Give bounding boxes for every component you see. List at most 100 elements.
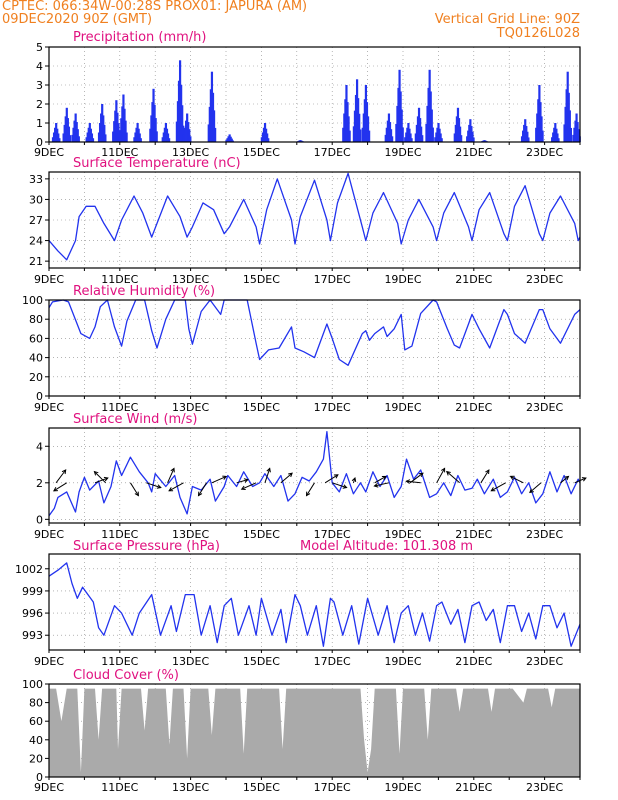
wind-arrow-shaft bbox=[264, 468, 271, 483]
precipitation-bar bbox=[117, 123, 120, 142]
cloud-title: Cloud Cover (%) bbox=[73, 668, 179, 683]
wind-arrow-shaft bbox=[510, 475, 524, 484]
humidity-xtick-label: 19DEC bbox=[384, 401, 421, 414]
precipitation-bar bbox=[557, 138, 560, 142]
precipitation-bar bbox=[58, 138, 61, 142]
humidity-ytick-label: 80 bbox=[29, 313, 43, 326]
precipitation-bar bbox=[471, 131, 474, 142]
precipitation-bar bbox=[472, 137, 475, 142]
humidity-ytick-label: 0 bbox=[36, 390, 43, 403]
wind-xtick-label: 17DEC bbox=[314, 528, 351, 541]
precipitation-xtick-label: 21DEC bbox=[455, 146, 492, 159]
precipitation-xtick-label: 15DEC bbox=[243, 146, 280, 159]
wind-xtick-label: 9DEC bbox=[34, 528, 64, 541]
precipitation-bar bbox=[266, 133, 269, 142]
wind-arrow bbox=[129, 482, 139, 497]
precipitation-bar bbox=[556, 133, 559, 142]
wind-arrow bbox=[560, 475, 570, 484]
wind-arrow-head bbox=[529, 488, 534, 494]
wind-arrow-head bbox=[490, 487, 496, 492]
temperature-xtick-label: 13DEC bbox=[172, 273, 209, 286]
wind-xtick-label: 11DEC bbox=[101, 528, 138, 541]
precipitation-bar bbox=[410, 138, 413, 142]
pressure-ytick-label: 1002 bbox=[15, 563, 43, 576]
header-run-id: TQ0126L028 bbox=[496, 26, 580, 41]
wind-arrow bbox=[490, 482, 506, 492]
precipitation-bar bbox=[401, 127, 404, 142]
wind-arrow-head bbox=[197, 491, 203, 497]
wind-arrow-head bbox=[485, 469, 490, 475]
precipitation-bar bbox=[103, 124, 106, 142]
precipitation-bar bbox=[67, 126, 71, 142]
precipitation-ytick-label: 1 bbox=[36, 117, 43, 130]
precipitation-title: Precipitation (mm/h) bbox=[73, 30, 206, 45]
wind-arrow-shaft bbox=[53, 482, 67, 492]
wind-arrow bbox=[197, 482, 207, 497]
precipitation-bar bbox=[400, 109, 403, 142]
precipitation-bar bbox=[155, 131, 158, 142]
cloud-xtick-label: 11DEC bbox=[101, 781, 138, 794]
humidity-ytick-label: 60 bbox=[29, 332, 43, 345]
pressure-frame bbox=[48, 553, 581, 651]
precipitation-ytick-label: 5 bbox=[36, 41, 43, 54]
wind-arrow bbox=[240, 482, 257, 490]
wind-arrow-shaft bbox=[324, 474, 339, 484]
header-grid-note: Vertical Grid Line: 90Z bbox=[434, 12, 580, 27]
precipitation-bar bbox=[267, 138, 270, 142]
cloud-xtick-label: 23DEC bbox=[526, 781, 563, 794]
pressure-panel: Surface Pressure (hPa) Model Altitude: 10… bbox=[15, 539, 581, 668]
temperature-ytick-label: 24 bbox=[29, 235, 43, 248]
precipitation-bar bbox=[540, 116, 543, 142]
wind-arrow-head bbox=[156, 484, 162, 489]
wind-arrow bbox=[168, 482, 184, 492]
wind-arrow-head bbox=[288, 472, 293, 478]
pressure-xtick-label: 23DEC bbox=[526, 655, 563, 668]
wind-arrow bbox=[373, 482, 389, 488]
precipitation-xtick-label: 19DEC bbox=[384, 146, 421, 159]
precipitation-bar bbox=[230, 138, 233, 142]
temperature-series-line bbox=[48, 172, 581, 261]
pressure-xtick-label: 9DEC bbox=[34, 655, 64, 668]
wind-xtick-label: 21DEC bbox=[455, 528, 492, 541]
temperature-title: Surface Temperature (nC) bbox=[73, 156, 241, 171]
pressure-xtick-label: 15DEC bbox=[243, 655, 280, 668]
pressure-xtick-label: 11DEC bbox=[101, 655, 138, 668]
wind-arrow-shaft bbox=[236, 479, 248, 484]
pressure-title: Surface Pressure (hPa) bbox=[73, 539, 220, 554]
precipitation-bar bbox=[212, 110, 216, 142]
wind-arrow bbox=[94, 476, 109, 484]
pressure-ytick-label: 996 bbox=[22, 607, 43, 620]
wind-arrow-head bbox=[351, 477, 357, 482]
wind-ytick-label: 4 bbox=[36, 440, 43, 453]
precipitation-bar bbox=[577, 129, 580, 142]
precipitation-bar bbox=[526, 131, 529, 142]
humidity-frame bbox=[48, 299, 581, 397]
wind-arrow-head bbox=[266, 467, 271, 473]
precipitation-bar bbox=[430, 109, 433, 142]
wind-arrow bbox=[409, 472, 424, 484]
wind-arrow-shaft bbox=[374, 482, 389, 487]
wind-arrow bbox=[236, 478, 249, 484]
wind-series-line bbox=[48, 431, 581, 517]
header-station-line: CPTEC: 066:34W-00:28S PROX01: JAPURA (AM… bbox=[2, 0, 308, 14]
wind-arrow bbox=[351, 477, 357, 483]
cloud-xtick-label: 17DEC bbox=[314, 781, 351, 794]
precipitation-ytick-label: 3 bbox=[36, 79, 43, 92]
wind-arrow bbox=[480, 469, 490, 484]
pressure-annotation: Model Altitude: 101.308 m bbox=[300, 539, 473, 554]
precipitation-bar bbox=[231, 140, 234, 142]
precipitation-bar bbox=[440, 138, 443, 142]
wind-arrow bbox=[324, 474, 339, 484]
wind-arrow-shaft bbox=[241, 482, 257, 490]
precipitation-panel: Precipitation (mm/h) 0 1 2 3 4 5 9DEC 11DEC 13DEC… bbox=[34, 30, 581, 159]
wind-arrow-shaft bbox=[280, 472, 293, 484]
wind-arrow-head bbox=[373, 483, 379, 488]
precipitation-bar bbox=[182, 125, 185, 142]
wind-arrow-shaft bbox=[374, 475, 387, 484]
precipitation-bar bbox=[348, 130, 351, 142]
wind-arrow-head bbox=[509, 475, 515, 480]
temperature-panel: Surface Temperature (nC) 21 24 27 30 33 9DEC 11… bbox=[29, 156, 581, 286]
humidity-ytick-label: 40 bbox=[29, 352, 43, 365]
precipitation-bar bbox=[458, 126, 462, 142]
precipitation-bar bbox=[409, 133, 412, 142]
